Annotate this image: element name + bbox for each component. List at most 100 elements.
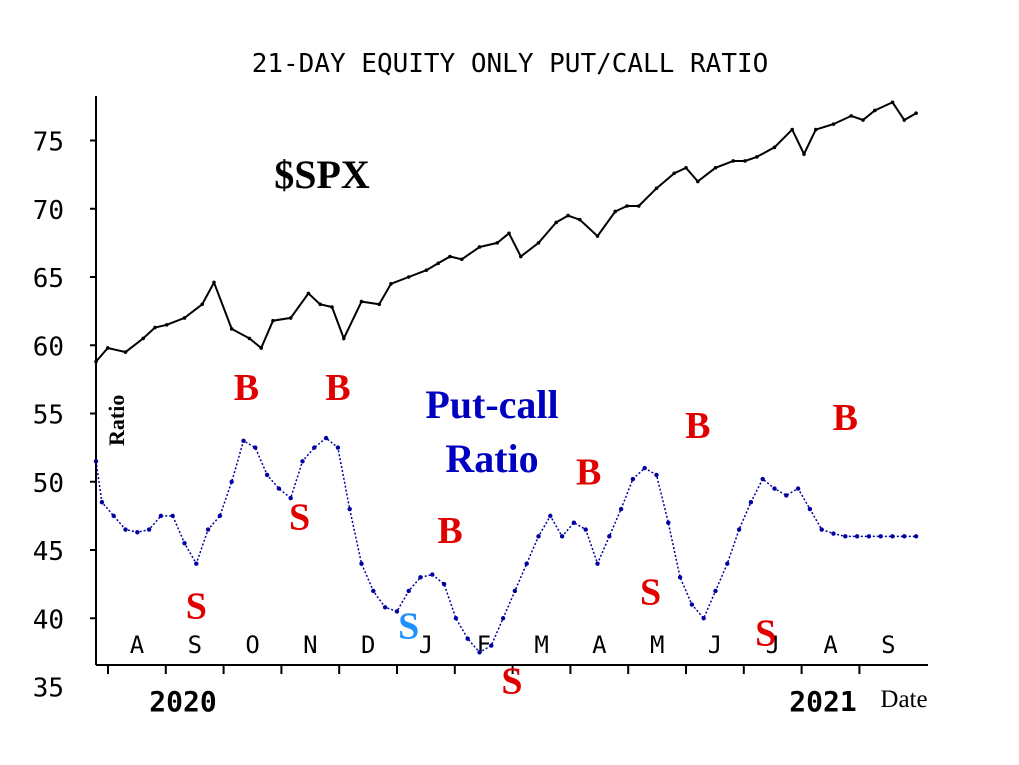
spx-point [477,245,482,249]
spx-point [460,257,464,262]
ratio-point [323,435,329,441]
ratio-point [642,465,647,471]
sell-signal-label: S [289,497,310,539]
ratio-point [465,636,470,641]
buy-signal-label: B [685,405,710,447]
y-tick-label: 40 [33,605,64,635]
ratio-point [760,476,765,482]
ratio-point [441,581,447,587]
ratio-point [99,500,105,505]
spx-point [755,155,759,159]
ratio-point [430,572,435,577]
ratio-point [453,616,459,621]
spx-point [259,346,264,350]
spx-point [743,159,747,163]
spx-point [389,282,393,286]
spx-point [342,336,346,341]
ratio-point [158,513,164,519]
spx-point [200,302,204,307]
spx-point [873,108,877,113]
ratio-point [607,534,612,539]
ratio-point [878,534,883,539]
ratio-point [689,602,695,607]
chart-title: 21-DAY EQUITY ONLY PUT/CALL RATIO [252,49,769,79]
ratio-point [583,527,588,532]
x-month-label: S [881,631,895,659]
ratio-point [312,445,317,450]
x-month-label: N [303,631,317,659]
y-tick-label: 65 [33,264,64,294]
y-tick-label: 75 [33,128,64,158]
spx-point [613,209,617,214]
spx-point [153,325,157,330]
ratio-series-points [93,435,919,655]
spx-point [914,111,918,115]
ratio-point [300,459,305,464]
ratio-point [571,520,577,525]
spx-point [123,350,128,354]
ratio-point [772,486,777,491]
x-month-label: J [766,631,780,659]
spx-point [554,220,558,225]
ratio-point [713,588,718,594]
ratio-point [253,445,258,450]
x-month-label: F [477,631,491,659]
spx-point [672,171,676,176]
buy-signal-label: B [325,367,350,409]
y-tick-label: 35 [33,674,64,704]
ratio-point [123,527,128,532]
spx-point [654,186,659,191]
x-axis-label: Date [880,686,927,713]
x-month-label: S [188,631,202,659]
y-tick-label: 45 [33,537,64,567]
ratio-point [170,513,175,519]
spx-point [637,204,641,208]
ratio-point [359,561,364,566]
ratio-point [512,588,518,594]
spx-series-line [95,101,917,363]
spx-point [141,336,145,341]
year-label-2021: 2021 [789,685,856,718]
spx-point [519,254,523,259]
spx-point [406,275,411,279]
ratio-point [241,438,246,443]
spx-point [306,291,311,296]
ratio-point [902,534,907,539]
ratio-point [347,506,352,512]
spx-point [890,100,895,105]
x-month-label: D [361,631,375,659]
ratio-point [595,561,600,566]
buy-signal-label: B [576,451,601,493]
ratio-point [135,530,140,535]
ratio-point [866,534,872,539]
spx-point [330,305,334,309]
spx-point [902,118,907,122]
spx-point [861,118,865,122]
x-month-label: J [708,631,722,659]
spx-point [182,316,187,320]
ratio-point [795,486,801,491]
spx-point [271,318,275,323]
x-month-label: O [245,631,259,659]
spx-point [288,316,293,320]
ratio-point [288,495,293,501]
buy-signal-label: B [234,367,259,409]
x-month-label: M [534,631,548,659]
ratio-point [536,534,541,539]
ratio-point [276,486,282,491]
spx-point [448,254,452,259]
signal-annotations: S B S B S B S B S B S B [186,367,858,702]
ratio-point [264,472,270,478]
ratio-point [500,616,506,621]
ratio-point [677,575,683,580]
y-ticks: 75 70 65 60 55 50 45 40 35 [33,128,96,704]
y-tick-label: 50 [33,469,64,499]
spx-point [495,241,500,245]
spx-point [578,217,582,222]
spx-point [94,359,98,364]
sell-signal-label: S [640,572,661,614]
ratio-point [382,605,388,610]
ratio-point [146,527,152,532]
